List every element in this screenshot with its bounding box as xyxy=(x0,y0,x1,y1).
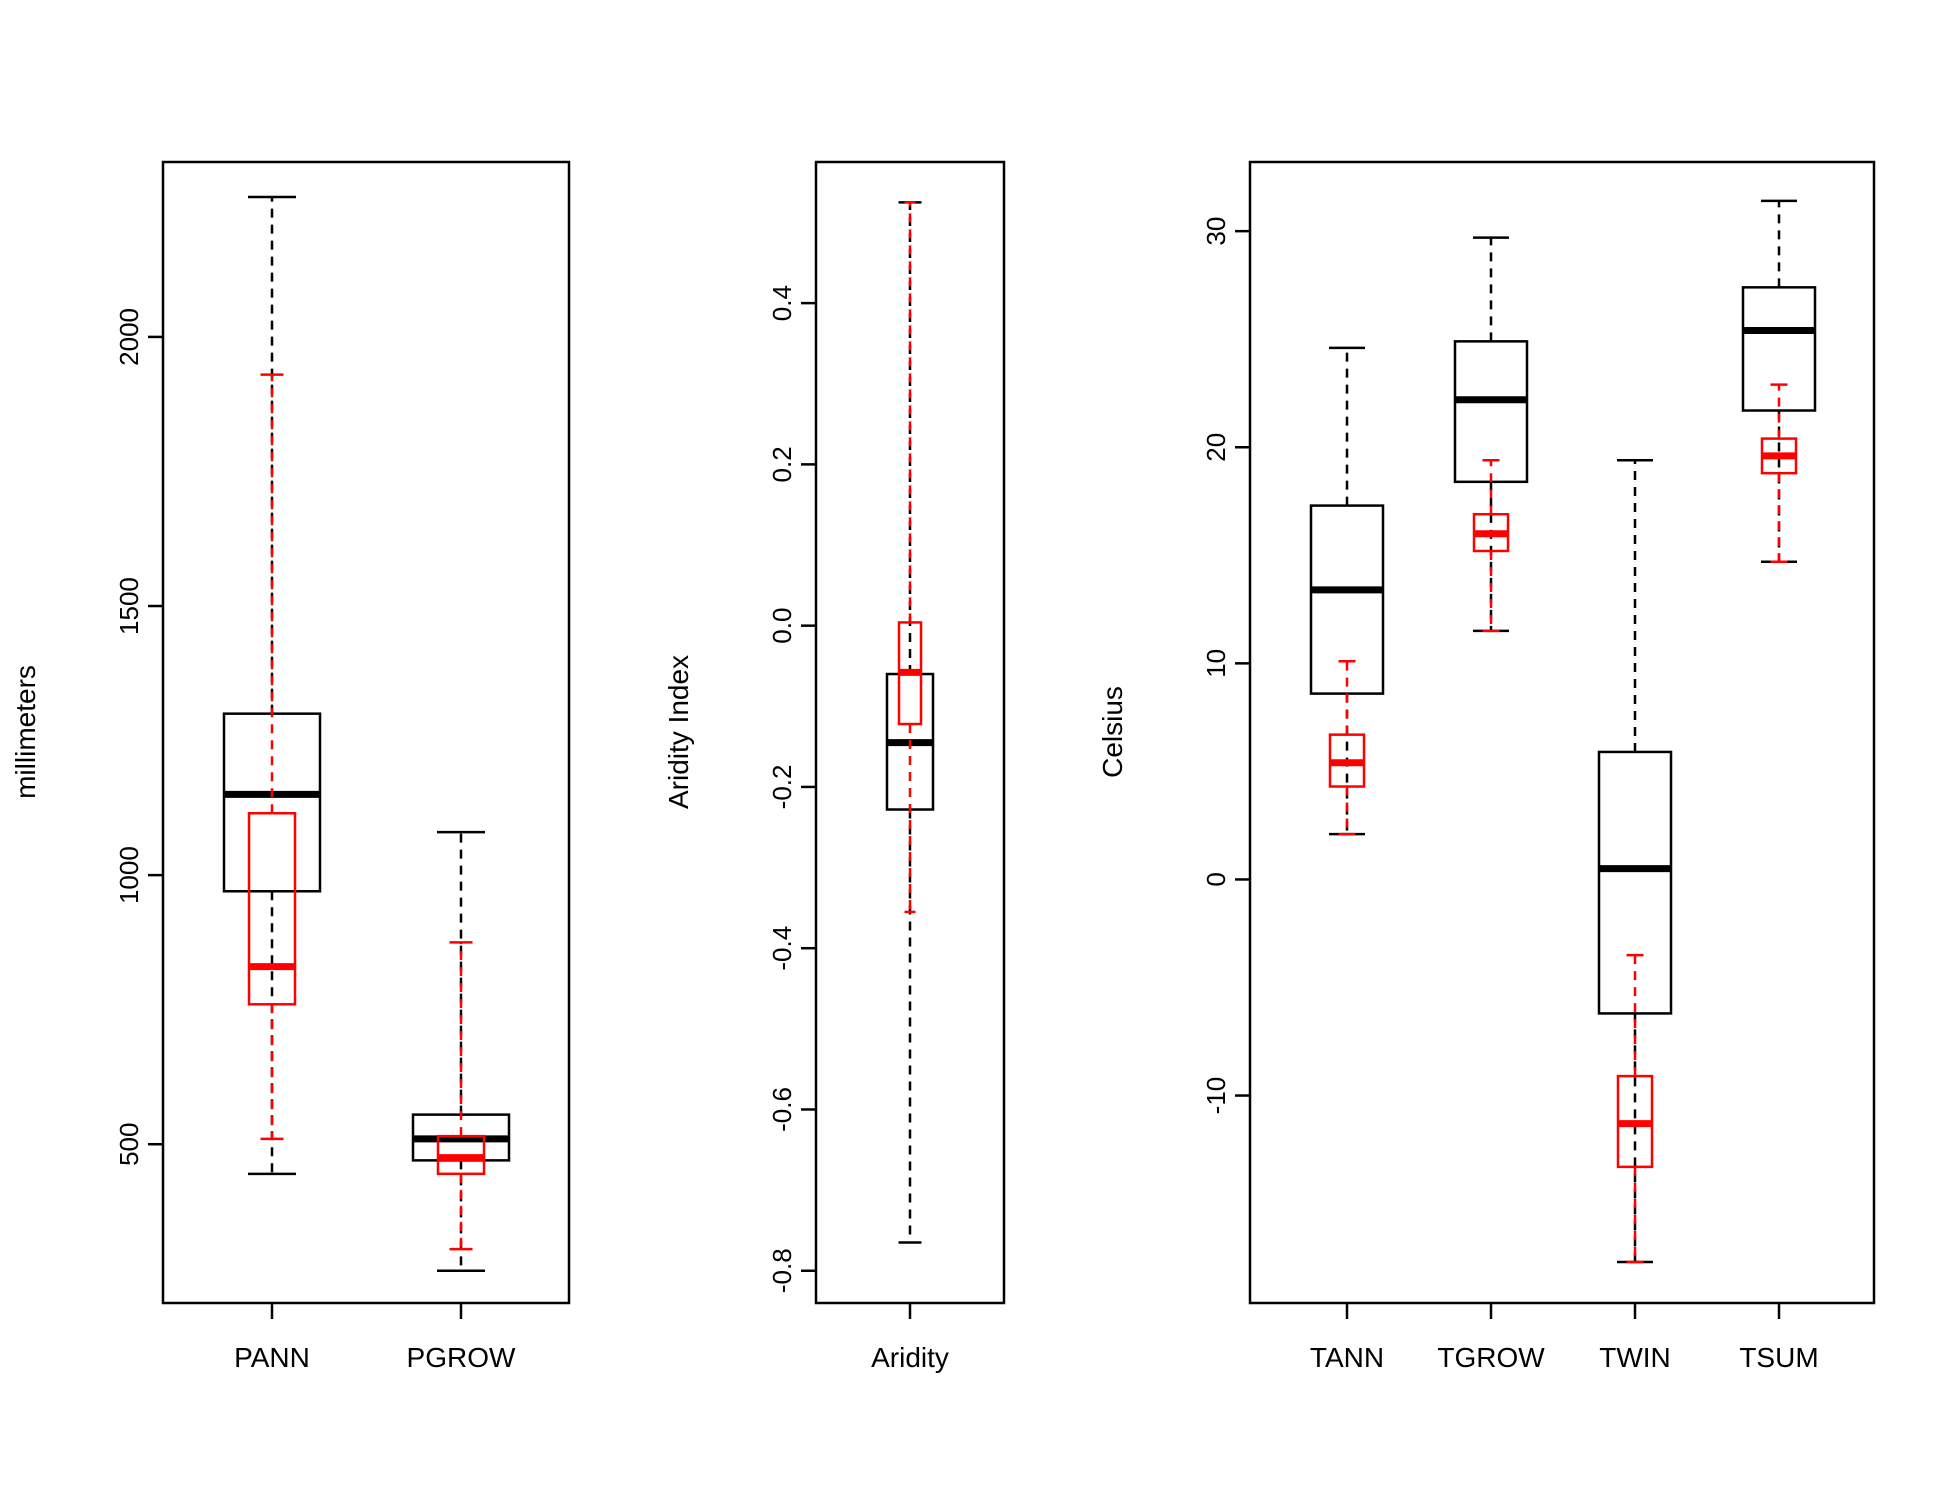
y-tick-label: 0.2 xyxy=(767,446,797,482)
plot-frame xyxy=(161,160,571,1305)
series-red xyxy=(247,373,486,1251)
iqr-box xyxy=(1309,504,1385,695)
series-red xyxy=(897,201,923,914)
y-tick-label: 0.4 xyxy=(767,285,797,321)
y-tick-label: -0.8 xyxy=(767,1248,797,1293)
x-tick-label: TANN xyxy=(1310,1342,1384,1373)
box-pgrow xyxy=(436,941,486,1251)
y-axis-title: millimeters xyxy=(10,665,41,799)
y-tick-label: 30 xyxy=(1201,217,1231,246)
y-axis-title: Celsius xyxy=(1097,686,1128,778)
y-tick-label: 0 xyxy=(1201,872,1231,886)
panel-precipitation: millimeters 500 1000 1500 2000 PANN PGROW xyxy=(10,160,571,1373)
y-tick-label: -0.2 xyxy=(767,765,797,810)
iqr-box xyxy=(247,811,297,1006)
panel-aridity: Aridity Index -0.8 -0.6 -0.4 -0.2 0.0 0.2 0.4 A… xyxy=(663,160,1006,1373)
x-tick-label: PANN xyxy=(234,1342,310,1373)
y-tick-label: 20 xyxy=(1201,433,1231,462)
series-red xyxy=(1328,383,1798,1264)
y-axis-title: Aridity Index xyxy=(663,655,694,809)
panel-temperature: Celsius -10 0 10 20 30 TANN TGROW TWIN TSUM xyxy=(1097,160,1876,1373)
x-tick-label: TWIN xyxy=(1599,1342,1671,1373)
box-aridity xyxy=(897,201,923,914)
box-twin xyxy=(1616,953,1654,1264)
y-tick-label: -10 xyxy=(1201,1077,1231,1115)
box-tann xyxy=(1328,659,1366,836)
y-tick-label: 10 xyxy=(1201,649,1231,678)
y-tick-label: -0.4 xyxy=(767,926,797,971)
y-tick-label: 2000 xyxy=(114,308,144,366)
y-tick-label: 500 xyxy=(114,1123,144,1166)
x-tick-label: TSUM xyxy=(1739,1342,1818,1373)
iqr-box xyxy=(1741,286,1817,412)
x-tick-label: PGROW xyxy=(407,1342,516,1373)
box-twin xyxy=(1597,458,1673,1264)
box-tsum xyxy=(1760,383,1798,564)
box-pann xyxy=(247,373,297,1141)
x-tick-label: Aridity xyxy=(871,1342,949,1373)
box-tsum xyxy=(1741,199,1817,564)
y-tick-label: 1000 xyxy=(114,846,144,904)
y-tick-label: 1500 xyxy=(114,577,144,635)
x-tick-label: TGROW xyxy=(1437,1342,1545,1373)
iqr-box xyxy=(1597,750,1673,1015)
box-tgrow xyxy=(1472,458,1510,633)
y-tick-label: 0.0 xyxy=(767,608,797,644)
plot-frame xyxy=(1248,160,1876,1305)
y-tick-label: -0.6 xyxy=(767,1087,797,1132)
